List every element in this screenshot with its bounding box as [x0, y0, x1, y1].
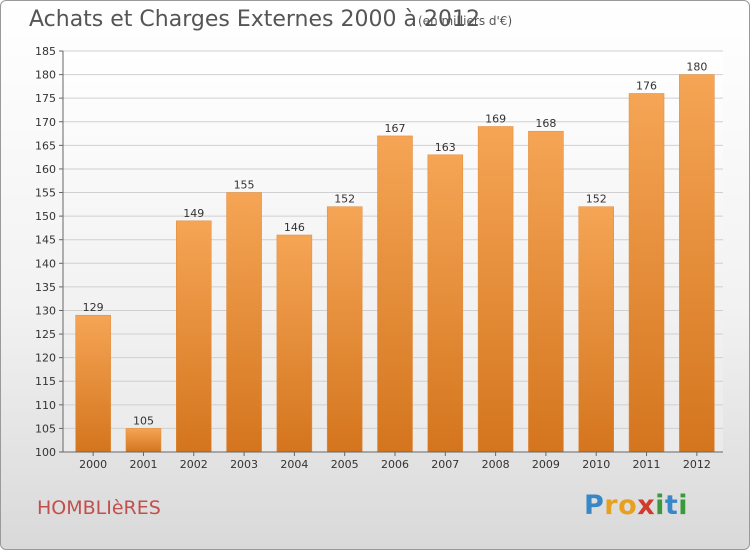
logo-letter: r — [604, 490, 619, 521]
y-tick-label: 120 — [35, 352, 56, 365]
data-label-2005: 152 — [334, 193, 355, 206]
proxiti-logo: Proxiti — [584, 490, 688, 521]
bar-2012 — [679, 74, 715, 453]
chart-title: Achats et Charges Externes 2000 à 2012 — [29, 7, 480, 32]
y-tick-label: 160 — [35, 163, 56, 176]
y-tick-label: 105 — [35, 422, 56, 435]
x-tick-label-2007: 2007 — [431, 458, 459, 471]
bar-2011 — [628, 93, 665, 453]
data-label-2010: 152 — [586, 193, 607, 206]
data-label-2001: 105 — [133, 414, 154, 427]
x-tick-label-2001: 2001 — [129, 458, 157, 471]
x-tick-label-2002: 2002 — [180, 458, 208, 471]
data-label-2006: 167 — [385, 122, 406, 135]
x-tick-label-2008: 2008 — [482, 458, 510, 471]
place-name: HOMBLIèRES — [37, 497, 161, 519]
data-label-2003: 155 — [234, 179, 255, 192]
bar-2004 — [276, 234, 313, 453]
x-tick-label-2012: 2012 — [683, 458, 711, 471]
data-label-2011: 176 — [636, 79, 657, 92]
y-tick-label: 175 — [35, 92, 56, 105]
y-tick-label: 155 — [35, 187, 56, 200]
x-tick-label-2011: 2011 — [633, 458, 661, 471]
y-tick-label: 130 — [35, 304, 56, 317]
bar-2010 — [578, 206, 614, 453]
y-tick-label: 180 — [35, 69, 56, 82]
x-tick-label-2006: 2006 — [381, 458, 409, 471]
bar-2001 — [125, 428, 162, 453]
y-tick-label: 135 — [35, 281, 56, 294]
data-label-2009: 168 — [535, 117, 556, 130]
bar-2008 — [477, 126, 514, 453]
logo-letter: P — [584, 490, 605, 521]
data-label-2008: 169 — [485, 112, 506, 125]
x-tick-label-2005: 2005 — [331, 458, 359, 471]
logo-letter: t — [664, 490, 679, 521]
bar-2007 — [427, 154, 464, 453]
bar-2006 — [377, 135, 413, 453]
logo-letter: i — [655, 490, 665, 521]
x-tick-label-2004: 2004 — [280, 458, 308, 471]
bar-2002 — [176, 220, 212, 453]
x-tick-label-2003: 2003 — [230, 458, 258, 471]
logo-letter: o — [618, 490, 638, 521]
y-tick-label: 185 — [35, 45, 56, 58]
bar-2003 — [226, 192, 262, 453]
x-tick-label-2000: 2000 — [79, 458, 107, 471]
y-tick-label: 170 — [35, 116, 56, 129]
data-label-2007: 163 — [435, 141, 456, 154]
y-tick-label: 150 — [35, 210, 56, 223]
x-tick-label-2009: 2009 — [532, 458, 560, 471]
data-label-2012: 180 — [686, 61, 707, 74]
data-label-2002: 149 — [183, 207, 204, 220]
y-tick-label: 165 — [35, 139, 56, 152]
y-tick-label: 125 — [35, 328, 56, 341]
y-tick-label: 100 — [35, 446, 56, 459]
y-tick-label: 115 — [35, 375, 56, 388]
y-tick-label: 145 — [35, 234, 56, 247]
bar-2000 — [75, 314, 111, 453]
chart-subtitle: (en milliers d'€) — [418, 14, 513, 28]
bar-2005 — [326, 206, 363, 453]
data-label-2004: 146 — [284, 221, 305, 234]
data-label-2000: 129 — [83, 301, 104, 314]
x-tick-label-2010: 2010 — [582, 458, 610, 471]
bar-2009 — [528, 130, 564, 453]
logo-letter: i — [678, 490, 689, 521]
y-tick-label: 110 — [35, 399, 56, 412]
y-tick-label: 140 — [35, 257, 56, 270]
logo-letter: x — [637, 490, 656, 521]
